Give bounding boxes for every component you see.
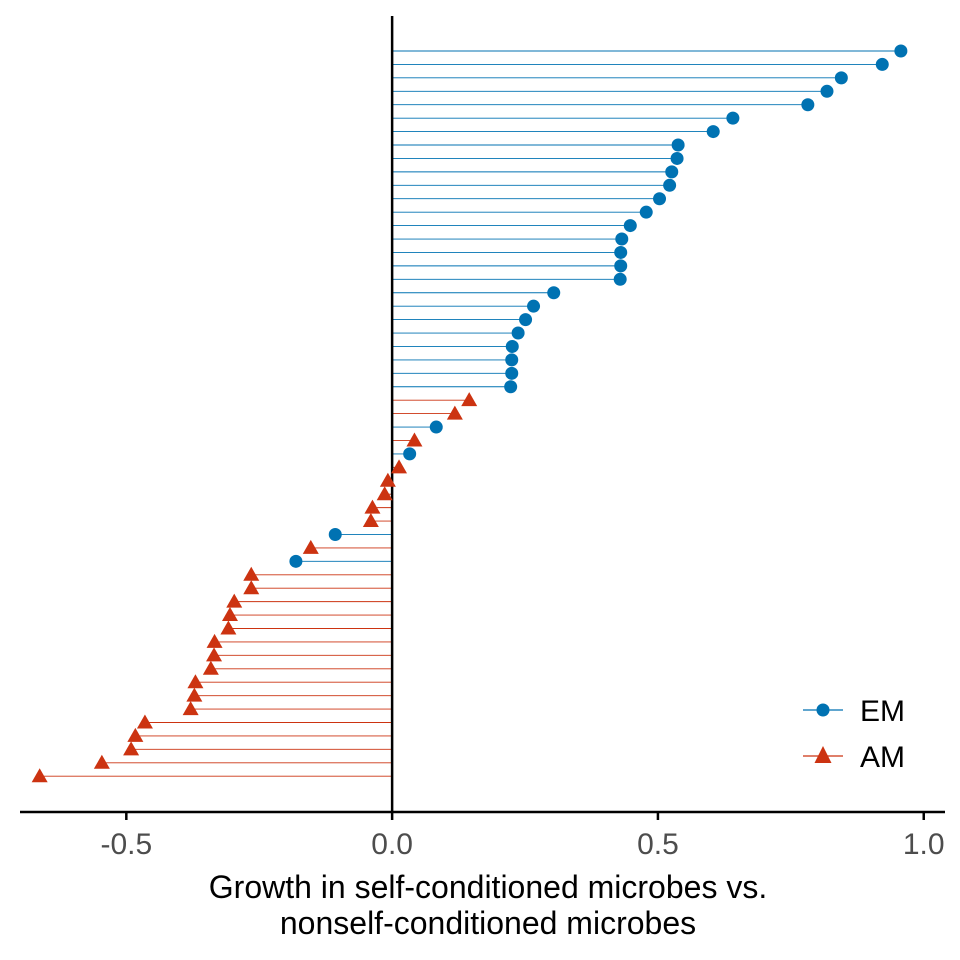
point-em-19 xyxy=(547,286,561,300)
point-em-7 xyxy=(706,125,720,139)
legend-item-em: EM xyxy=(803,695,905,728)
point-em-20 xyxy=(527,299,541,313)
point-am-27 xyxy=(461,392,478,407)
point-em-39 xyxy=(289,554,303,568)
point-am-32 xyxy=(391,459,408,474)
point-em-11 xyxy=(663,178,677,192)
legend-label-em: EM xyxy=(860,695,905,728)
point-am-34 xyxy=(376,486,393,501)
point-em-18 xyxy=(613,272,627,286)
point-em-8 xyxy=(671,138,685,152)
point-em-13 xyxy=(639,205,653,219)
point-em-17 xyxy=(614,259,628,273)
point-em-29 xyxy=(429,420,443,434)
point-am-50 xyxy=(182,701,199,716)
point-am-33 xyxy=(379,472,396,487)
point-am-35 xyxy=(364,499,381,514)
legend-key-em-marker xyxy=(816,703,830,717)
point-am-47 xyxy=(202,660,219,675)
point-em-16 xyxy=(614,245,628,259)
point-am-38 xyxy=(302,539,319,554)
point-em-15 xyxy=(615,232,629,246)
point-am-43 xyxy=(221,607,238,622)
point-am-40 xyxy=(243,566,260,581)
point-em-6 xyxy=(726,111,740,125)
point-am-36 xyxy=(362,513,379,528)
point-am-30 xyxy=(406,432,423,447)
point-em-14 xyxy=(623,219,637,233)
point-em-9 xyxy=(670,151,684,165)
point-em-10 xyxy=(665,165,679,179)
legend-item-am: AM xyxy=(803,741,905,774)
point-em-31 xyxy=(403,447,417,461)
point-am-48 xyxy=(187,674,204,689)
point-em-21 xyxy=(519,313,533,327)
point-am-49 xyxy=(186,687,203,702)
legend: EM AM xyxy=(803,695,905,774)
legend-label-am: AM xyxy=(860,741,905,774)
x-tick-label-1: -0.5 xyxy=(100,828,152,861)
point-am-54 xyxy=(93,754,110,769)
point-am-44 xyxy=(220,620,237,635)
point-am-28 xyxy=(446,405,463,420)
x-tick-label-4: 1.0 xyxy=(903,828,945,861)
x-axis-title-line-2: nonself-conditioned microbes xyxy=(280,905,696,941)
point-am-53 xyxy=(123,741,140,756)
point-em-26 xyxy=(504,380,518,394)
x-axis-title-line-1: Growth in self-conditioned microbes vs. xyxy=(209,869,767,905)
point-em-3 xyxy=(834,71,848,85)
point-em-2 xyxy=(875,57,889,71)
point-am-45 xyxy=(206,633,223,648)
x-tick-label-2: 0.0 xyxy=(371,828,413,861)
point-em-24 xyxy=(505,353,519,367)
point-em-25 xyxy=(505,366,519,380)
x-tick-label-3: 0.5 xyxy=(637,828,679,861)
point-am-46 xyxy=(206,647,223,662)
point-em-22 xyxy=(511,326,525,340)
stems-layer xyxy=(39,50,901,777)
x-axis-ticks: -0.5 0.0 0.5 1.0 xyxy=(100,812,945,861)
point-am-41 xyxy=(243,580,260,595)
marks-layer xyxy=(31,44,908,783)
point-em-12 xyxy=(653,192,667,206)
point-em-5 xyxy=(801,98,815,112)
point-am-42 xyxy=(226,593,243,608)
point-em-4 xyxy=(820,84,834,98)
point-am-55 xyxy=(31,768,48,783)
legend-key-am-marker xyxy=(814,746,832,763)
point-am-52 xyxy=(127,727,144,742)
point-em-23 xyxy=(505,339,519,353)
point-em-37 xyxy=(328,527,342,541)
point-em-1 xyxy=(894,44,908,58)
point-am-51 xyxy=(136,714,153,729)
